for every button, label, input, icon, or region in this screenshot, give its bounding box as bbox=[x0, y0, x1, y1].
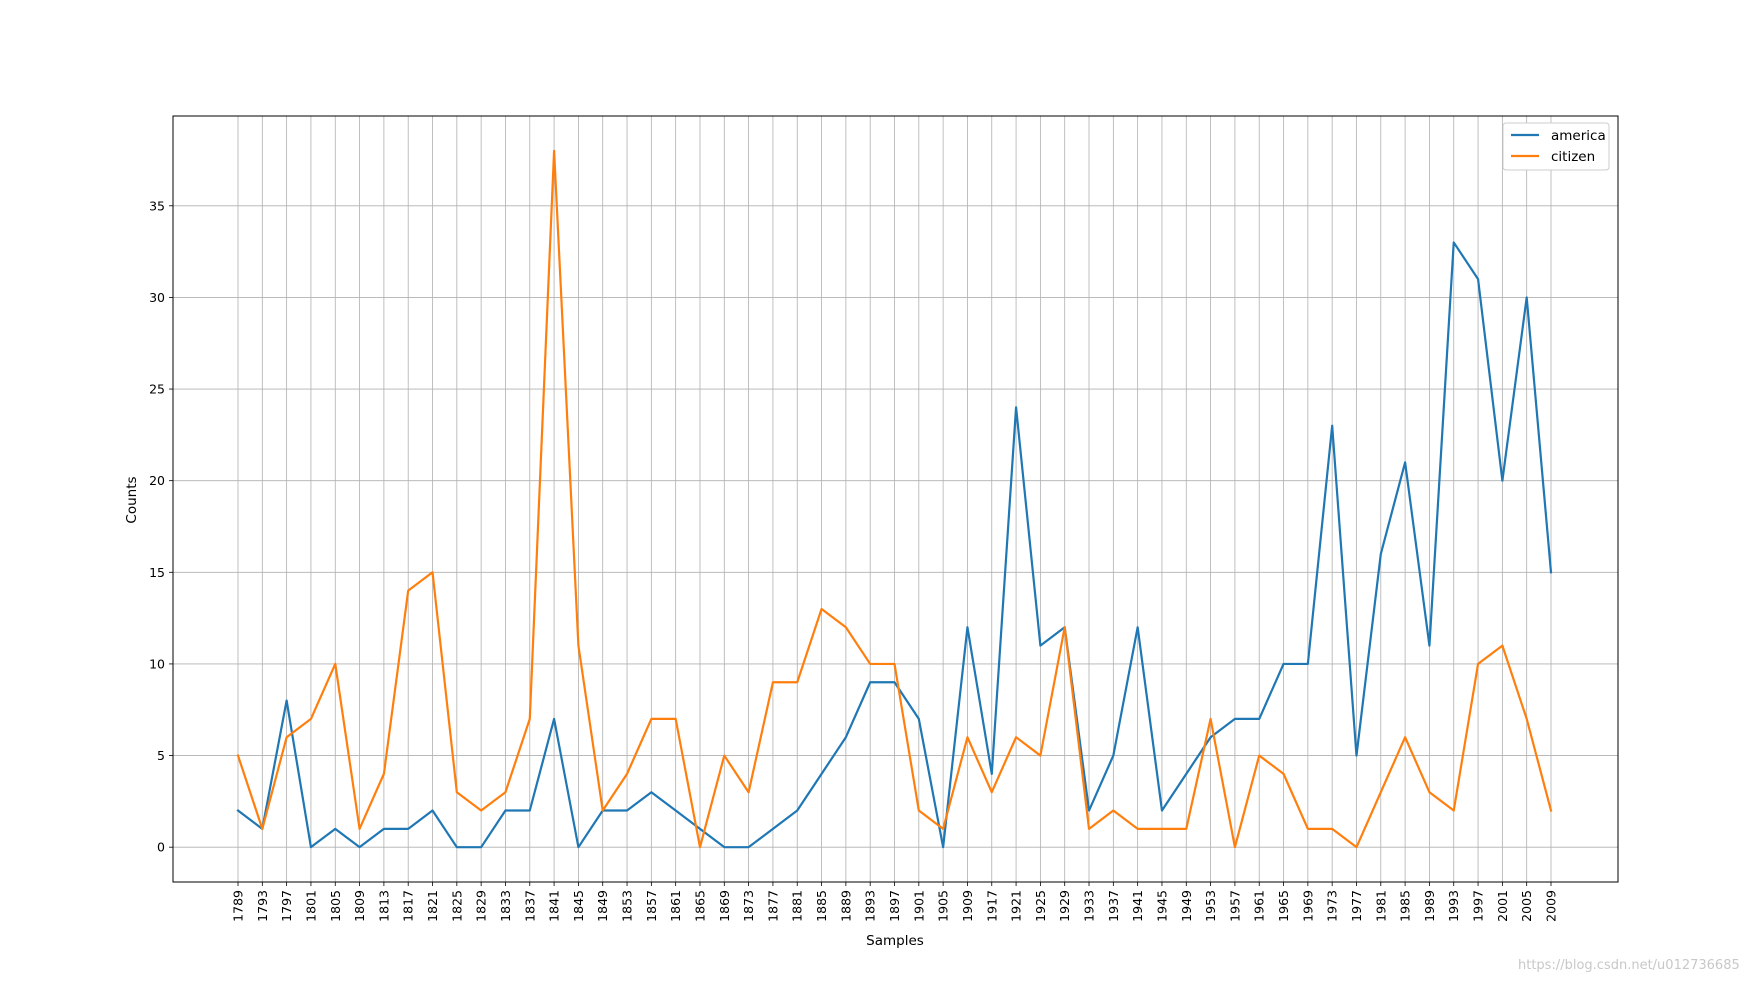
x-tick-label: 1853 bbox=[620, 890, 635, 922]
x-tick-label: 1881 bbox=[790, 890, 805, 922]
x-tick-label: 1941 bbox=[1130, 890, 1145, 922]
x-tick-label: 1961 bbox=[1252, 890, 1267, 922]
x-tick-label: 1885 bbox=[814, 890, 829, 922]
x-tick-label: 1845 bbox=[571, 890, 586, 922]
x-tick-label: 1897 bbox=[887, 890, 902, 922]
x-tick-label: 1901 bbox=[911, 890, 926, 922]
x-tick-label: 1933 bbox=[1082, 890, 1097, 922]
y-tick-label: 5 bbox=[157, 748, 165, 763]
x-tick-label: 1997 bbox=[1471, 890, 1486, 922]
x-tick-label: 2009 bbox=[1544, 890, 1559, 922]
x-tick-label: 1877 bbox=[765, 890, 780, 922]
x-tick-label: 1937 bbox=[1106, 890, 1121, 922]
x-tick-label: 2005 bbox=[1519, 890, 1534, 922]
x-tick-label: 1949 bbox=[1179, 890, 1194, 922]
x-tick-label: 1825 bbox=[449, 890, 464, 922]
x-tick-label: 1929 bbox=[1057, 890, 1072, 922]
x-tick-label: 1789 bbox=[231, 890, 246, 922]
x-axis-label: Samples bbox=[866, 933, 924, 949]
x-tick-label: 1889 bbox=[838, 890, 853, 922]
legend: america citizen bbox=[1502, 122, 1610, 171]
series-line-citizen bbox=[236, 149, 1553, 849]
x-tick-label: 1873 bbox=[741, 890, 756, 922]
x-axis-ticks: 1789 1793 1797 1801 1805 1809 1813 1817 1821 1825… bbox=[231, 882, 1559, 922]
y-axis-label: Counts bbox=[124, 476, 140, 523]
x-tick-label: 1857 bbox=[644, 890, 659, 922]
x-tick-label: 1833 bbox=[498, 890, 513, 922]
y-tick-label: 0 bbox=[157, 840, 165, 855]
legend-label-citizen: citizen bbox=[1551, 149, 1595, 165]
plot-frame bbox=[172, 115, 1619, 883]
x-tick-label: 1977 bbox=[1349, 890, 1364, 922]
x-tick-label: 1957 bbox=[1227, 890, 1242, 922]
y-tick-label: 30 bbox=[149, 290, 165, 305]
x-tick-label: 1989 bbox=[1422, 890, 1437, 922]
x-tick-label: 1985 bbox=[1398, 890, 1413, 922]
x-tick-label: 1809 bbox=[352, 890, 367, 922]
y-tick-label: 35 bbox=[149, 198, 165, 213]
x-tick-label: 1829 bbox=[474, 890, 489, 922]
y-tick-label: 20 bbox=[149, 473, 165, 488]
x-tick-label: 1793 bbox=[255, 890, 270, 922]
x-tick-label: 1921 bbox=[1009, 890, 1024, 922]
y-axis-ticks: 0 5 10 15 20 25 30 35 bbox=[149, 198, 173, 855]
x-tick-label: 1869 bbox=[717, 890, 732, 922]
x-tick-label: 1849 bbox=[595, 890, 610, 922]
legend-label-america: america bbox=[1551, 128, 1606, 144]
x-tick-label: 1837 bbox=[522, 890, 537, 922]
y-tick-label: 15 bbox=[149, 565, 165, 580]
x-tick-label: 1813 bbox=[376, 890, 391, 922]
x-tick-label: 1821 bbox=[425, 890, 440, 922]
y-tick-label: 25 bbox=[149, 382, 165, 397]
x-tick-label: 1953 bbox=[1203, 890, 1218, 922]
x-tick-label: 1893 bbox=[863, 890, 878, 922]
x-tick-label: 1797 bbox=[279, 890, 294, 922]
series-lines bbox=[236, 149, 1553, 849]
x-tick-label: 1905 bbox=[936, 890, 951, 922]
x-tick-label: 1925 bbox=[1033, 890, 1048, 922]
x-tick-label: 1841 bbox=[547, 890, 562, 922]
x-tick-label: 1973 bbox=[1325, 890, 1340, 922]
grid-lines bbox=[173, 116, 1618, 882]
x-tick-label: 1817 bbox=[401, 890, 416, 922]
series-line-america bbox=[236, 241, 1553, 849]
x-tick-label: 1865 bbox=[692, 890, 707, 922]
watermark-text: https://blog.csdn.net/u012736685 bbox=[1518, 958, 1740, 973]
x-tick-label: 1945 bbox=[1154, 890, 1169, 922]
y-tick-label: 10 bbox=[149, 656, 165, 671]
x-tick-label: 1981 bbox=[1373, 890, 1388, 922]
x-tick-label: 1969 bbox=[1300, 890, 1315, 922]
x-tick-label: 1861 bbox=[668, 890, 683, 922]
x-tick-label: 2001 bbox=[1495, 890, 1510, 922]
x-tick-label: 1909 bbox=[960, 890, 975, 922]
x-tick-label: 1917 bbox=[984, 890, 999, 922]
x-tick-label: 1805 bbox=[328, 890, 343, 922]
x-tick-label: 1801 bbox=[303, 890, 318, 922]
x-tick-label: 1965 bbox=[1276, 890, 1291, 922]
x-tick-label: 1993 bbox=[1446, 890, 1461, 922]
